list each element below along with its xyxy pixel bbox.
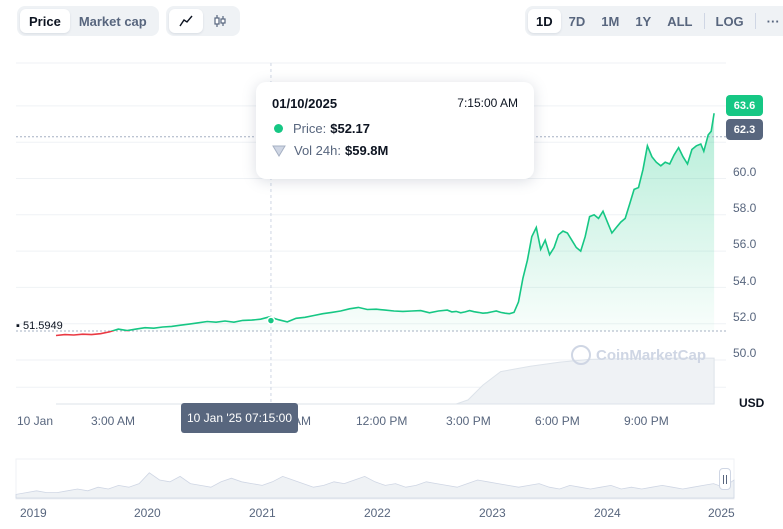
range-1y-button[interactable]: 1Y <box>635 13 652 29</box>
navigator-year-label: 2019 <box>20 506 47 520</box>
price-area-fill <box>112 113 715 332</box>
tooltip-price-value: $52.17 <box>330 121 370 136</box>
candlestick-button[interactable] <box>203 9 237 33</box>
current-price-tag: 63.6 <box>726 95 763 116</box>
metric-toggle: Price Market cap <box>17 6 159 36</box>
baseline-price-label: ▪ 51.5949 <box>16 320 63 332</box>
y-tick-label: 50.0 <box>733 346 757 360</box>
volume-area <box>56 357 715 405</box>
x-tick-label: 9:00 PM <box>624 414 669 428</box>
range-navigator[interactable] <box>0 455 783 501</box>
tooltip-vol-value: $59.8M <box>345 143 389 158</box>
y-tick-label: 58.0 <box>733 201 757 215</box>
tooltip-date: 01/10/2025 <box>272 96 338 111</box>
watermark-text: CoinMarketCap <box>596 346 707 364</box>
log-scale-button[interactable]: LOG <box>715 13 744 29</box>
navigator-history-area <box>15 472 735 499</box>
y-tick-label: 54.0 <box>733 274 757 288</box>
volume-icon <box>272 145 286 157</box>
navigator-year-label: 2022 <box>364 506 391 520</box>
chart-type-toggle <box>166 6 240 36</box>
tooltip-vol-key: Vol 24h: <box>294 143 341 158</box>
hover-time-label: 10 Jan '25 07:15:00 <box>181 403 298 433</box>
price-tooltip: 01/10/2025 7:15:00 AM Price: $52.17 Vol … <box>256 82 534 179</box>
x-tick-label: 3:00 PM <box>446 414 491 428</box>
tooltip-price-key: Price: <box>293 121 327 136</box>
watermark: CoinMarketCap <box>571 345 706 365</box>
price-line-up <box>109 113 715 332</box>
baseline-price-value: 51.5949 <box>22 320 63 332</box>
line-chart-button[interactable] <box>169 9 203 33</box>
candlestick-icon <box>214 15 226 27</box>
tooltip-time: 7:15:00 AM <box>457 96 518 110</box>
navigator-year-label: 2021 <box>249 506 276 520</box>
market-cap-tab[interactable]: Market cap <box>78 13 147 29</box>
x-tick-label: 6:00 PM <box>535 414 580 428</box>
range-7d-button[interactable]: 7D <box>568 13 586 29</box>
range-1m-button[interactable]: 1M <box>601 13 620 29</box>
navigator-year-label: 2023 <box>479 506 506 520</box>
toolbar-divider <box>754 13 756 29</box>
price-chart[interactable] <box>0 50 783 410</box>
range-all-button[interactable]: ALL <box>667 13 693 29</box>
y-tick-label: 60.0 <box>733 165 757 179</box>
more-options-button[interactable]: ··· <box>766 13 780 29</box>
price-dot-icon <box>274 124 283 133</box>
hover-price-tag: 62.3 <box>726 119 763 140</box>
y-tick-label: 52.0 <box>733 310 757 324</box>
line-chart-icon <box>179 15 193 27</box>
navigator-year-label: 2020 <box>134 506 161 520</box>
hover-point <box>266 316 276 325</box>
range-1d-button[interactable]: 1D <box>528 9 561 33</box>
navigator-handle[interactable] <box>719 468 731 490</box>
navigator-year-label: 2025 <box>708 506 735 520</box>
x-tick-label: 3:00 AM <box>91 414 136 428</box>
coinmarketcap-logo-icon <box>571 345 591 365</box>
x-tick-label: 12:00 PM <box>356 414 408 428</box>
navigator-year-label: 2024 <box>594 506 621 520</box>
price-tab[interactable]: Price <box>20 9 70 33</box>
range-toggle: 1D 7D 1M 1Y ALL LOG ··· <box>525 6 783 36</box>
x-tick-label: 10 Jan <box>17 414 54 428</box>
toolbar-divider <box>703 13 705 29</box>
y-tick-label: 56.0 <box>733 237 757 251</box>
currency-label: USD <box>739 396 765 410</box>
